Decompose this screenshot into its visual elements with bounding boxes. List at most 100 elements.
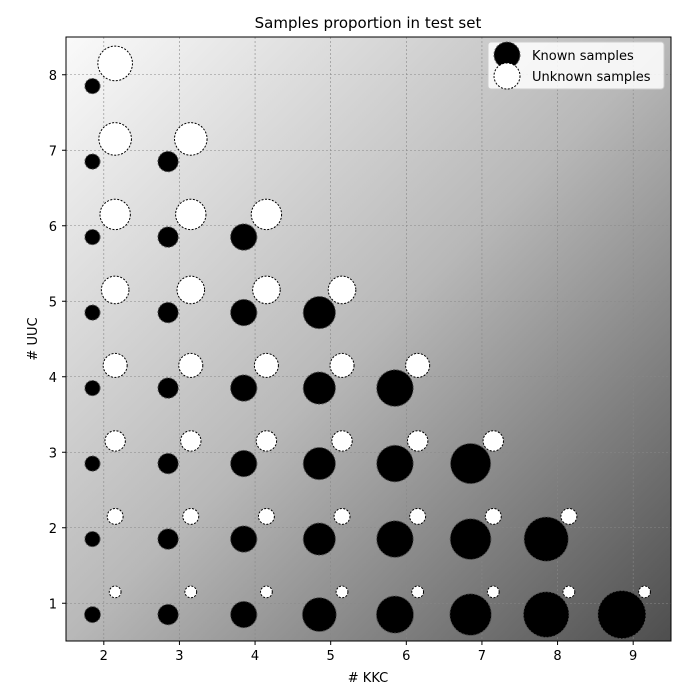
unknown-sample-point	[102, 352, 128, 378]
known-sample-point	[449, 593, 492, 636]
unknown-sample-point	[409, 507, 427, 525]
axis-ticks: 2 3 4 5 6 7 8 9 1 2 3 4 5 6 7 8	[49, 69, 638, 664]
y-tick-label: 6	[49, 220, 57, 235]
unknown-sample-point	[98, 122, 132, 156]
x-tick-label: 5	[327, 649, 335, 664]
unknown-sample-point	[257, 507, 275, 525]
unknown-sample-point	[406, 430, 429, 452]
legend-marker-known	[493, 41, 521, 69]
unknown-sample-point	[333, 507, 351, 525]
unknown-sample-point	[484, 507, 502, 525]
legend-box	[487, 41, 665, 90]
known-sample-point	[376, 444, 414, 483]
legend: Known samples Unknown samples	[487, 41, 665, 90]
known-sample-point	[157, 452, 179, 475]
known-sample-point	[597, 590, 647, 640]
unknown-sample-point	[335, 585, 349, 599]
known-sample-point	[302, 446, 336, 481]
known-sample-point	[157, 603, 179, 626]
unknown-sample-point	[638, 585, 651, 599]
x-tick-label: 3	[175, 649, 183, 664]
x-tick-label: 2	[100, 649, 108, 664]
unknown-sample-point	[331, 430, 353, 452]
known-sample-point	[449, 518, 492, 560]
known-sample-point	[376, 520, 414, 558]
unknown-sample-point	[562, 585, 576, 599]
unknown-sample-point	[327, 275, 357, 305]
x-tick-label: 9	[629, 649, 637, 664]
unknown-sample-point	[486, 585, 500, 599]
known-sample-point	[230, 600, 258, 629]
known-sample-point	[230, 223, 258, 251]
unknown-sample-point	[99, 198, 131, 231]
plot-frame	[65, 36, 672, 642]
unknown-sample-point	[255, 430, 278, 452]
known-sample-point	[375, 595, 415, 634]
x-tick-label: 4	[251, 649, 259, 664]
known-sample-point	[157, 528, 179, 550]
unknown-sample-point	[175, 198, 207, 231]
known-sample-point	[157, 301, 179, 324]
known-sample-point	[84, 153, 101, 170]
chart-title: Samples proportion in test set	[255, 14, 482, 32]
known-sample-point	[302, 295, 336, 330]
known-sample-point	[230, 374, 258, 402]
unknown-sample-point	[100, 275, 130, 305]
unknown-sample-point	[329, 352, 355, 378]
y-tick-label: 4	[49, 371, 57, 386]
unknown-sample-point	[182, 507, 200, 525]
known-sample-point	[84, 228, 101, 246]
unknown-sample-point	[482, 430, 504, 452]
unknown-sample-point	[260, 585, 273, 599]
legend-marker-unknown	[493, 62, 521, 90]
known-sample-point	[84, 304, 101, 321]
unknown-sample-point	[250, 198, 283, 231]
unknown-sample-point	[178, 352, 204, 378]
y-axis-label: # UUC	[26, 317, 41, 360]
known-sample-point	[84, 530, 101, 548]
unknown-sample-point	[411, 585, 425, 599]
unknown-sample-point	[252, 275, 281, 305]
x-tick-label: 7	[478, 649, 486, 664]
plot-area	[66, 37, 671, 641]
known-sample-point	[302, 522, 336, 556]
unknown-sample-point	[174, 122, 208, 156]
known-sample-point	[230, 525, 258, 553]
unknown-sample-point	[176, 275, 206, 305]
known-sample-point	[84, 455, 101, 472]
y-tick-label: 5	[49, 295, 57, 310]
y-tick-label: 8	[49, 69, 57, 84]
unknown-sample-point	[184, 585, 198, 599]
known-sample-point	[522, 591, 570, 638]
unknown-sample-point	[180, 430, 202, 452]
y-tick-label: 7	[49, 144, 57, 159]
unknown-sample-point	[104, 430, 126, 452]
known-sample-point	[84, 379, 101, 397]
known-sample-point	[157, 226, 179, 248]
known-sample-point	[523, 516, 569, 562]
unknown-sample-point	[97, 45, 133, 82]
known-sample-point	[157, 377, 179, 399]
y-tick-label: 3	[49, 446, 57, 461]
known-sample-point	[83, 606, 101, 624]
known-sample-point	[450, 442, 492, 485]
y-tick-label: 2	[49, 522, 57, 537]
unknown-sample-point	[560, 507, 578, 525]
known-sample-point	[157, 150, 179, 173]
y-tick-label: 1	[49, 597, 57, 612]
scatter-marks	[83, 45, 651, 640]
known-sample-point	[230, 449, 258, 478]
known-sample-point	[84, 77, 101, 95]
legend-label-known: Known samples	[532, 49, 634, 64]
legend-label-unknown: Unknown samples	[532, 70, 651, 85]
unknown-sample-point	[108, 585, 122, 599]
x-tick-label: 8	[553, 649, 561, 664]
known-sample-point	[301, 597, 337, 633]
x-tick-label: 6	[402, 649, 410, 664]
x-axis-label: # KKC	[348, 671, 388, 686]
unknown-sample-point	[106, 507, 124, 525]
known-sample-point	[376, 369, 414, 407]
known-sample-point	[230, 298, 258, 327]
unknown-sample-point	[405, 352, 431, 378]
